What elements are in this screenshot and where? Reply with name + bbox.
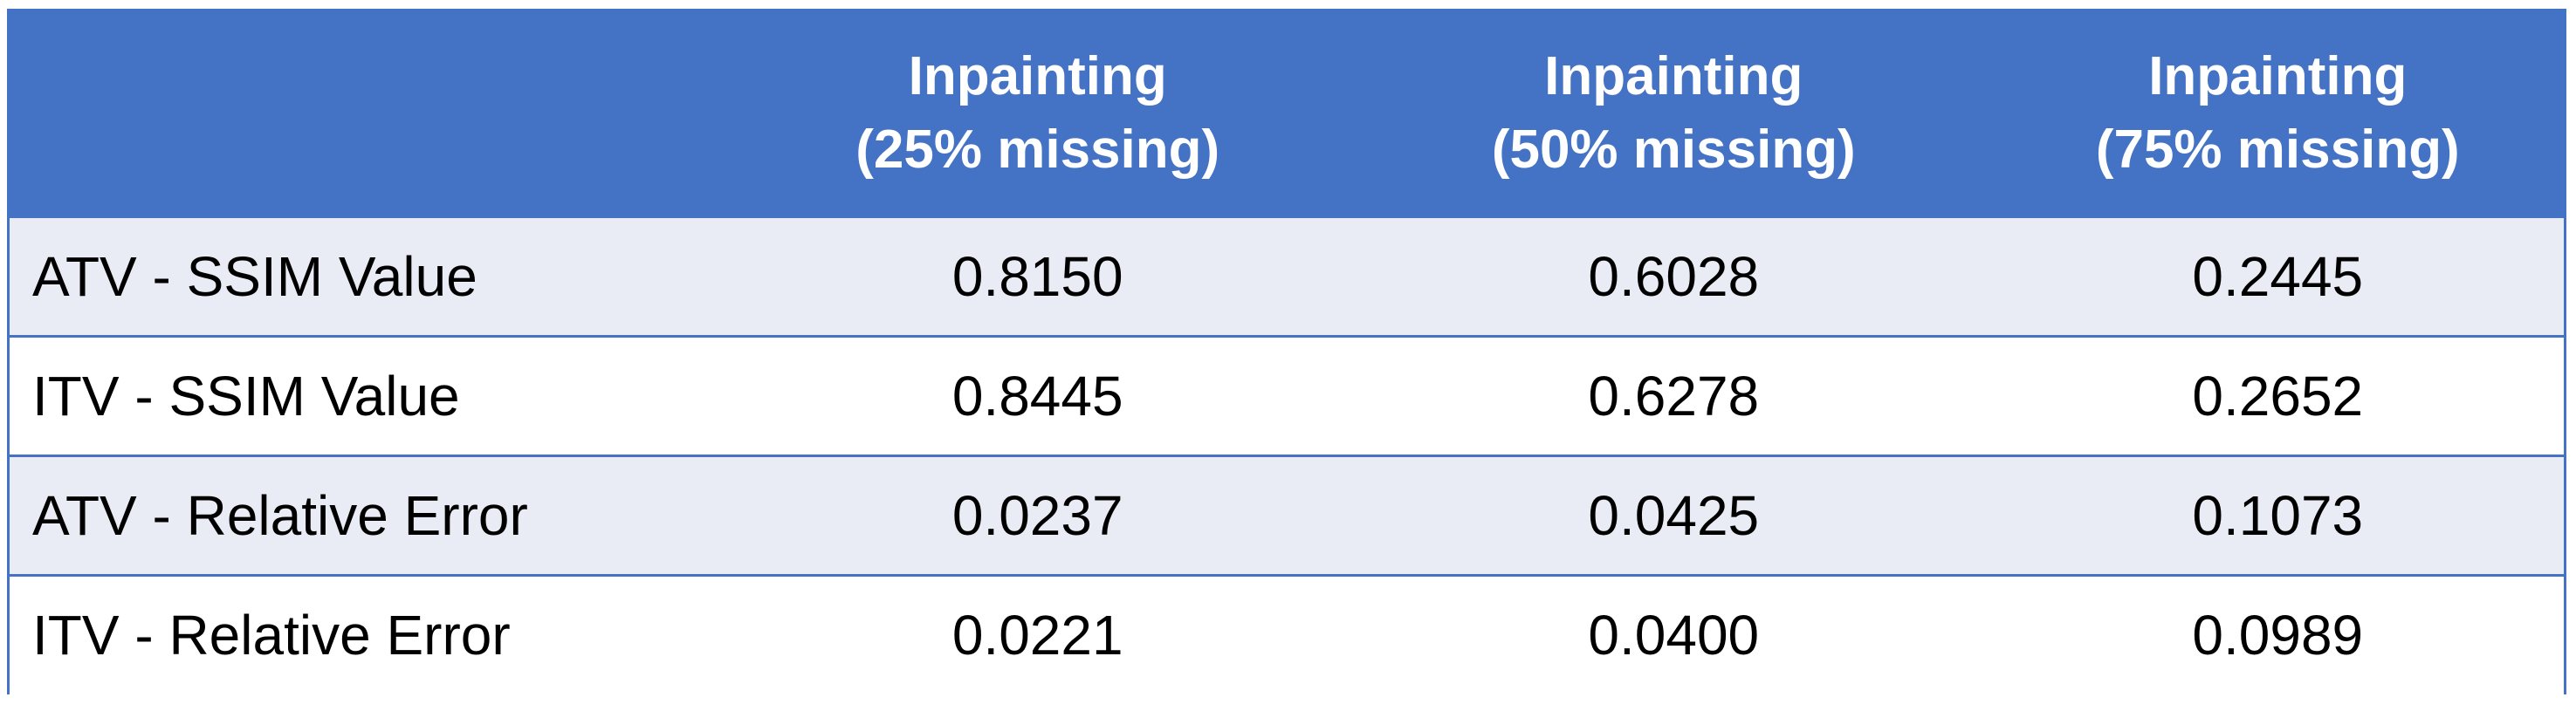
results-table-grid: Inpainting (25% missing) Inpainting (50%… [10, 11, 2564, 694]
table-cell: 0.0989 [1991, 573, 2564, 694]
table-cell: 0.2652 [1991, 334, 2564, 455]
header-corner-cell [10, 11, 720, 216]
table-row-atv-relative-error: ATV - Relative Error 0.0237 0.0425 0.107… [10, 454, 2564, 575]
table-cell: 0.0237 [719, 454, 1356, 575]
header-col-50-missing: Inpainting (50% missing) [1355, 11, 1992, 216]
header-col-75-missing: Inpainting (75% missing) [1991, 11, 2564, 216]
table-cell: 0.0425 [1355, 454, 1992, 575]
row-label: ITV - Relative Error [10, 573, 720, 694]
table-cell: 0.2445 [1991, 215, 2564, 336]
header-col-50-line2: (50% missing) [1491, 119, 1856, 180]
row-label: ATV - Relative Error [10, 454, 720, 575]
header-col-75-line2: (75% missing) [2095, 119, 2460, 180]
row-label: ITV - SSIM Value [10, 334, 720, 455]
table-cell: 0.8150 [719, 215, 1356, 336]
table-row-itv-ssim: ITV - SSIM Value 0.8445 0.6278 0.2652 [10, 334, 2564, 455]
table-cell: 0.8445 [719, 334, 1356, 455]
header-col-50-line1: Inpainting [1544, 45, 1803, 106]
table-cell: 0.0221 [719, 573, 1356, 694]
table-row-atv-ssim: ATV - SSIM Value 0.8150 0.6028 0.2445 [10, 215, 2564, 336]
header-row: Inpainting (25% missing) Inpainting (50%… [10, 11, 2564, 216]
results-table: Inpainting (25% missing) Inpainting (50%… [7, 9, 2566, 694]
header-col-25-line1: Inpainting [908, 45, 1167, 106]
table-cell: 0.0400 [1355, 573, 1992, 694]
header-col-75-line1: Inpainting [2148, 45, 2408, 106]
header-col-25-missing: Inpainting (25% missing) [719, 11, 1356, 216]
table-row-itv-relative-error: ITV - Relative Error 0.0221 0.0400 0.098… [10, 573, 2564, 694]
header-col-25-line2: (25% missing) [855, 119, 1220, 180]
table-cell: 0.6028 [1355, 215, 1992, 336]
table-cell: 0.6278 [1355, 334, 1992, 455]
table-cell: 0.1073 [1991, 454, 2564, 575]
row-label: ATV - SSIM Value [10, 215, 720, 336]
